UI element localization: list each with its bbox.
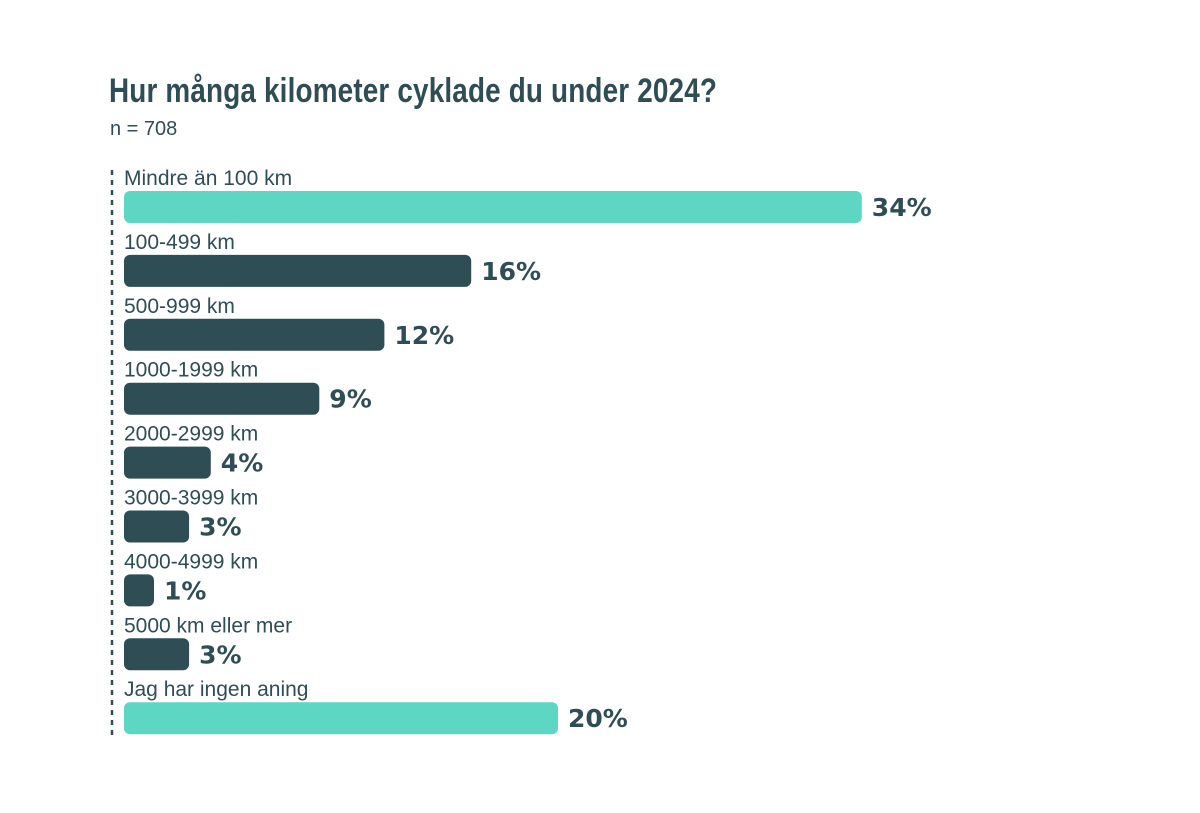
bar	[124, 702, 558, 735]
bar	[124, 254, 472, 287]
bars-group: Mindre än 100 km 34% 100-499 km 16% 500-999 …	[124, 167, 932, 735]
category-label: 4000-4999 km	[124, 550, 258, 573]
category-label: 500-999 km	[124, 295, 235, 318]
bar	[124, 446, 211, 479]
value-label: 3%	[199, 513, 241, 542]
category-label: Jag har ingen aning	[124, 678, 308, 701]
category-label: 5000 km eller mer	[124, 614, 292, 637]
category-label: Mindre än 100 km	[124, 167, 292, 190]
bar	[124, 510, 190, 543]
bar	[124, 382, 320, 415]
value-label: 12%	[394, 321, 454, 350]
category-label: 1000-1999 km	[124, 359, 258, 382]
chart-subtitle: n = 708	[110, 118, 178, 140]
bar	[124, 574, 154, 607]
bar	[124, 318, 385, 351]
value-label: 9%	[329, 385, 371, 414]
value-label: 34%	[872, 193, 932, 222]
chart-title: Hur många kilometer cyklade du under 202…	[109, 72, 718, 110]
category-label: 2000-2999 km	[124, 423, 258, 446]
bar	[124, 191, 862, 223]
value-label: 4%	[221, 449, 263, 478]
category-label: 100-499 km	[124, 231, 235, 254]
value-label: 16%	[481, 257, 541, 286]
bar	[124, 638, 190, 671]
value-label: 1%	[164, 576, 206, 605]
category-label: 3000-3999 km	[124, 487, 258, 510]
value-label: 3%	[199, 640, 241, 669]
value-label: 20%	[568, 704, 628, 733]
